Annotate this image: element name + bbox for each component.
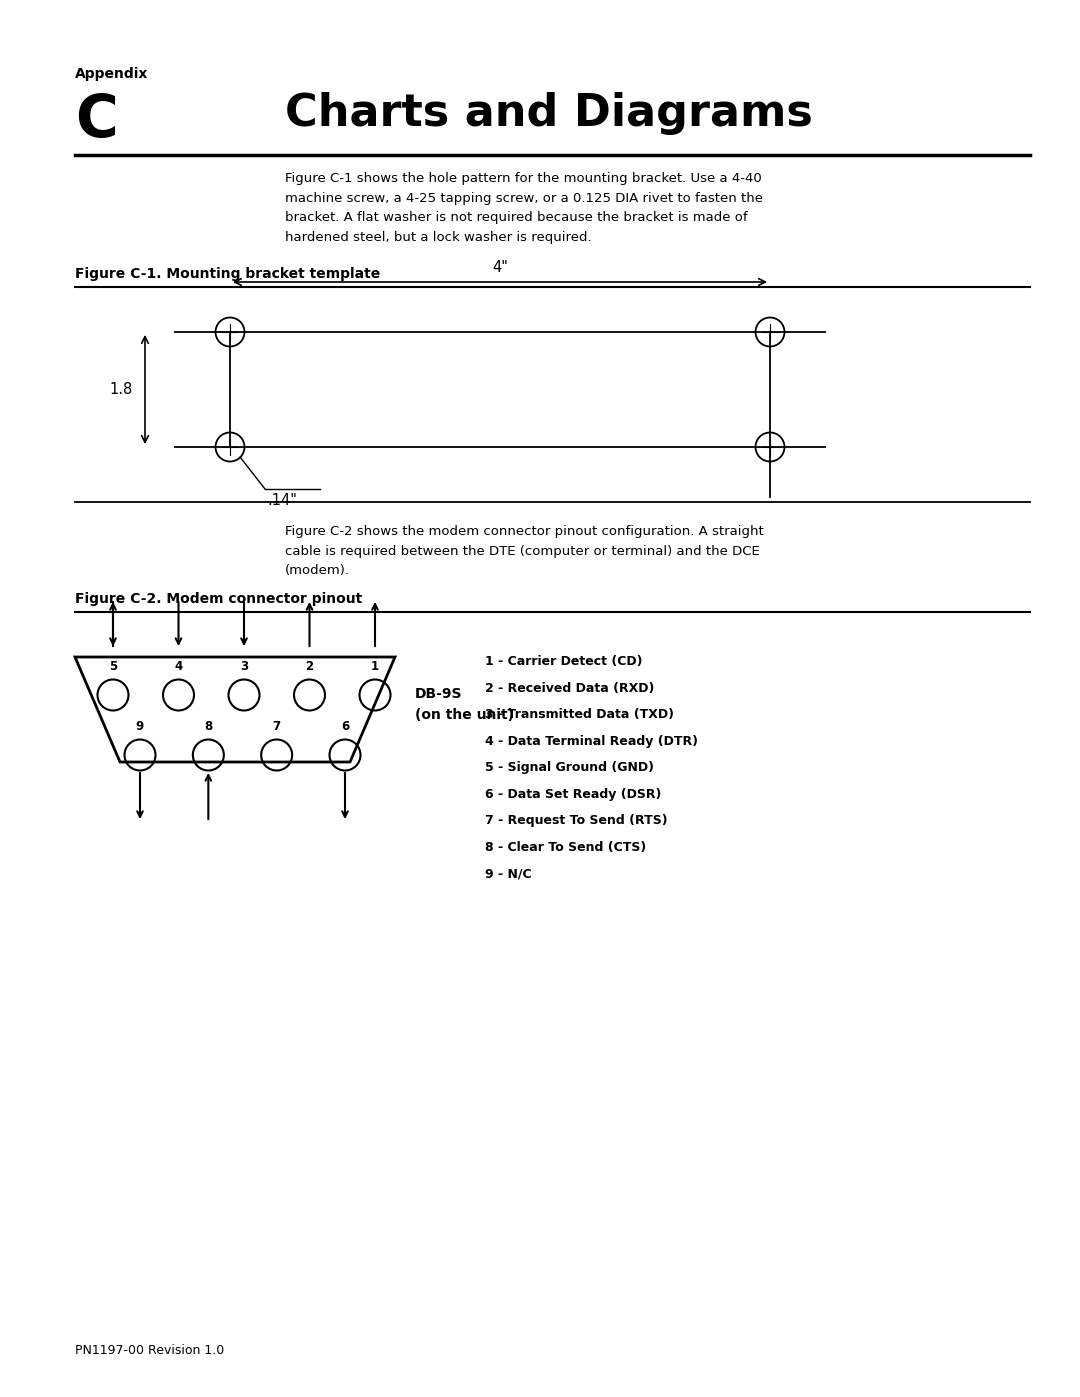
Text: Figure C-2. Modem connector pinout: Figure C-2. Modem connector pinout <box>75 592 362 606</box>
Text: 4 - Data Terminal Ready (DTR): 4 - Data Terminal Ready (DTR) <box>485 735 698 747</box>
Text: Appendix: Appendix <box>75 67 148 81</box>
Text: 1 - Carrier Detect (CD): 1 - Carrier Detect (CD) <box>485 655 643 668</box>
Text: PN1197-00 Revision 1.0: PN1197-00 Revision 1.0 <box>75 1344 225 1356</box>
Text: 8: 8 <box>204 719 213 732</box>
Text: 1: 1 <box>370 659 379 672</box>
Text: C: C <box>75 92 118 149</box>
Text: 9 - N/C: 9 - N/C <box>485 868 531 880</box>
Text: DB-9S
(on the unit): DB-9S (on the unit) <box>415 687 514 722</box>
Text: 5 - Signal Ground (GND): 5 - Signal Ground (GND) <box>485 761 654 774</box>
Text: 2 - Received Data (RXD): 2 - Received Data (RXD) <box>485 682 654 694</box>
Text: 4": 4" <box>492 260 508 275</box>
Text: 1.8: 1.8 <box>110 381 133 397</box>
Text: 4: 4 <box>174 659 183 672</box>
Text: Charts and Diagrams: Charts and Diagrams <box>285 92 813 136</box>
Text: 3 - Transmitted Data (TXD): 3 - Transmitted Data (TXD) <box>485 708 674 721</box>
Text: Figure C-1 shows the hole pattern for the mounting bracket. Use a 4-40
machine s: Figure C-1 shows the hole pattern for th… <box>285 172 762 243</box>
Text: 9: 9 <box>136 719 144 732</box>
Text: 7: 7 <box>272 719 281 732</box>
Text: 5: 5 <box>109 659 117 672</box>
Text: 3: 3 <box>240 659 248 672</box>
Text: 7 - Request To Send (RTS): 7 - Request To Send (RTS) <box>485 814 667 827</box>
Text: 6 - Data Set Ready (DSR): 6 - Data Set Ready (DSR) <box>485 788 661 800</box>
Text: .14": .14" <box>267 493 297 509</box>
Text: 6: 6 <box>341 719 349 732</box>
Text: Figure C-1. Mounting bracket template: Figure C-1. Mounting bracket template <box>75 267 380 281</box>
Text: 2: 2 <box>306 659 313 672</box>
Text: Figure C-2 shows the modem connector pinout configuration. A straight
cable is r: Figure C-2 shows the modem connector pin… <box>285 525 764 577</box>
Text: 8 - Clear To Send (CTS): 8 - Clear To Send (CTS) <box>485 841 646 854</box>
